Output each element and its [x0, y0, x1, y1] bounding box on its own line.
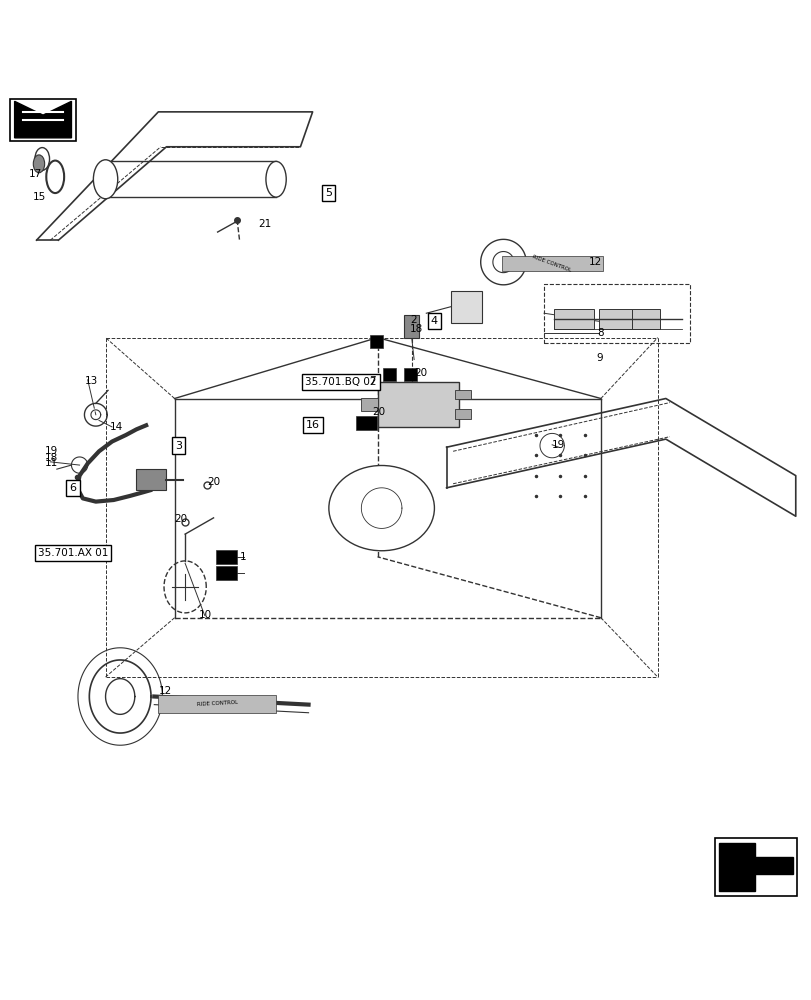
Ellipse shape — [265, 161, 285, 197]
Bar — [714, 838, 796, 896]
Text: 7: 7 — [369, 376, 375, 386]
Polygon shape — [15, 101, 71, 138]
Bar — [370, 335, 383, 348]
Ellipse shape — [46, 161, 64, 193]
Bar — [216, 550, 237, 564]
Text: 11: 11 — [45, 458, 58, 468]
Bar — [553, 309, 594, 329]
Bar — [403, 368, 416, 381]
Bar — [158, 695, 276, 713]
Text: 4: 4 — [431, 316, 437, 326]
Bar — [10, 99, 76, 141]
Text: 5: 5 — [325, 188, 332, 198]
Text: 20: 20 — [371, 407, 384, 417]
Text: 6: 6 — [70, 483, 76, 493]
Text: 12: 12 — [588, 257, 601, 267]
Text: 10: 10 — [199, 610, 212, 620]
Text: 18: 18 — [410, 324, 423, 334]
Ellipse shape — [35, 148, 49, 170]
Text: 21: 21 — [258, 219, 271, 229]
Text: 20: 20 — [174, 514, 187, 524]
Bar — [383, 368, 396, 381]
Text: 13: 13 — [85, 376, 98, 386]
Bar — [501, 256, 603, 271]
Bar — [216, 566, 237, 580]
Text: 9: 9 — [596, 353, 603, 363]
Bar — [135, 469, 166, 490]
Text: 19: 19 — [551, 440, 564, 450]
Bar — [377, 382, 458, 427]
Text: 20: 20 — [207, 477, 220, 487]
Bar — [404, 315, 418, 338]
Ellipse shape — [93, 160, 118, 199]
Ellipse shape — [328, 465, 434, 551]
Text: 1: 1 — [361, 417, 367, 427]
Bar — [355, 416, 376, 430]
Bar — [599, 309, 631, 329]
Text: 17: 17 — [28, 169, 41, 179]
Bar — [450, 291, 481, 323]
Text: 18: 18 — [45, 453, 58, 463]
Bar — [543, 284, 689, 343]
Text: 8: 8 — [596, 328, 603, 338]
Text: 14: 14 — [109, 422, 122, 432]
Text: RIDE CONTROL: RIDE CONTROL — [197, 700, 238, 707]
Bar — [631, 309, 659, 329]
Text: 12: 12 — [158, 686, 171, 696]
Bar — [454, 390, 470, 399]
Text: 1: 1 — [239, 552, 246, 562]
Bar — [454, 409, 470, 419]
Text: 35.701.BQ 02: 35.701.BQ 02 — [305, 377, 376, 387]
Polygon shape — [719, 843, 792, 891]
Text: 35.701.AX 01: 35.701.AX 01 — [38, 548, 108, 558]
Text: 2: 2 — [410, 315, 416, 325]
Text: 15: 15 — [32, 192, 45, 202]
Text: RIDE CONTROL: RIDE CONTROL — [531, 254, 572, 273]
Ellipse shape — [33, 155, 45, 173]
Text: 20: 20 — [414, 368, 427, 378]
Text: 3: 3 — [175, 441, 182, 451]
Text: 19: 19 — [45, 446, 58, 456]
Bar — [361, 398, 377, 411]
Text: 16: 16 — [305, 420, 320, 430]
